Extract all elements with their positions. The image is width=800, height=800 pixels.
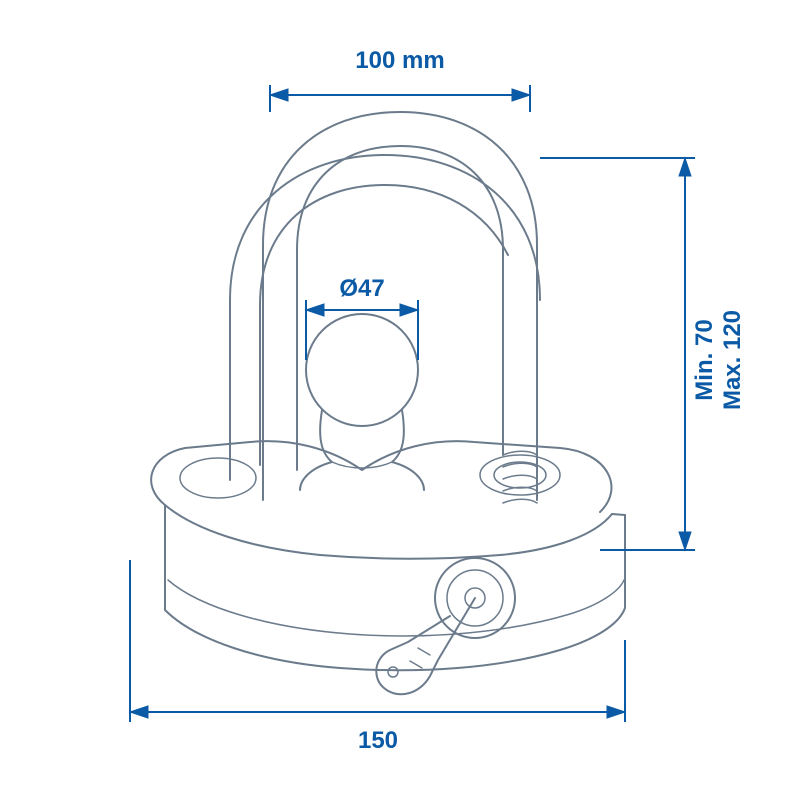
dimension-top-width: 100 mm <box>270 47 530 112</box>
dim-label-base-width: 150 <box>358 727 398 754</box>
dim-label-top-width: 100 mm <box>355 47 444 74</box>
dim-label-ball-diameter: Ø47 <box>339 275 384 302</box>
dimension-base-width: 150 <box>130 560 625 754</box>
dimension-ball-diameter: Ø47 <box>306 275 418 360</box>
technical-drawing: 100 mm Ø47 Min. 70 Max. 120 150 <box>0 0 800 800</box>
dimension-height: Min. 70 Max. 120 <box>540 158 746 550</box>
dim-label-height-max: Max. 120 <box>719 310 746 410</box>
dim-label-height-min: Min. 70 <box>691 319 718 400</box>
